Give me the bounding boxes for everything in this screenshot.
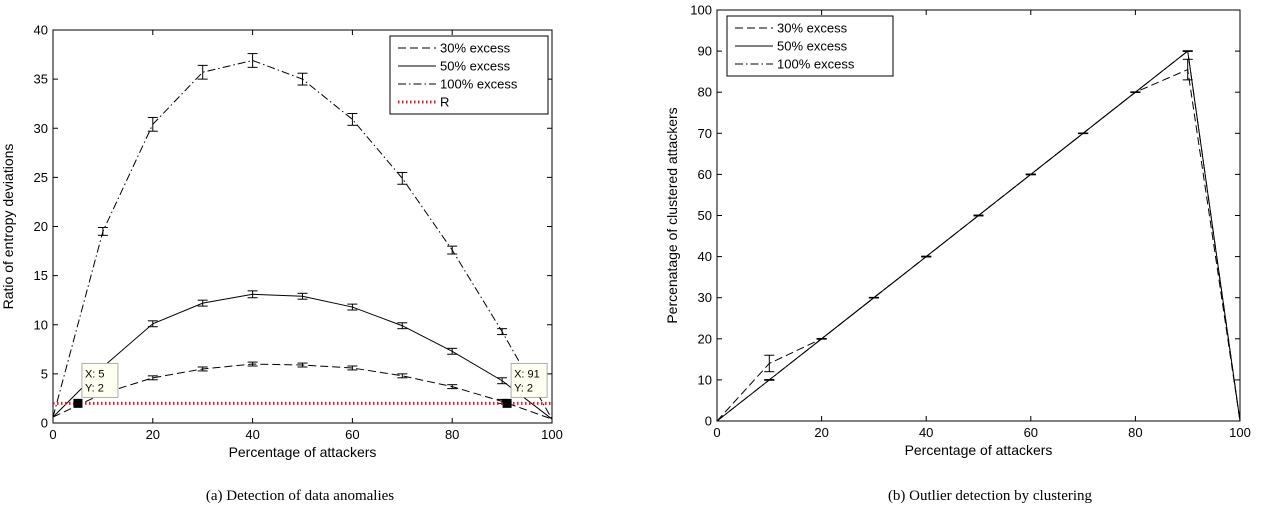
series-line-2 bbox=[52, 293, 553, 420]
series-line-2 bbox=[716, 50, 1241, 422]
y-tick-label: 40 bbox=[34, 23, 48, 38]
y-tick-label: 5 bbox=[41, 366, 48, 381]
legend-label: 50% excess bbox=[777, 39, 848, 54]
x-axis-label: Percentage of attackers bbox=[229, 444, 377, 460]
y-tick-label: 40 bbox=[698, 249, 712, 264]
y-tick-label: 30 bbox=[698, 290, 712, 305]
x-tick-label: 40 bbox=[919, 425, 933, 440]
x-tick-label: 0 bbox=[49, 427, 56, 442]
legend-label: 30% excess bbox=[777, 21, 848, 36]
chart-b: 0 20 40 60 80 100 0 10 20 30 40 50 60 70 80 90 100 Percen… bbox=[664, 3, 1251, 459]
caption-b: (b) Outlier detection by clustering bbox=[887, 488, 1093, 504]
series-line-1 bbox=[52, 363, 553, 420]
datatip-x: X: 91 bbox=[514, 368, 540, 380]
x-tick-label: 100 bbox=[1229, 425, 1251, 440]
y-tick-label: 60 bbox=[698, 167, 712, 182]
y-tick-label: 10 bbox=[34, 317, 48, 332]
y-tick-label: 25 bbox=[34, 170, 48, 185]
datatip-y: Y: 2 bbox=[514, 382, 533, 394]
y-tick-label: 10 bbox=[698, 372, 712, 387]
x-tick-label: 40 bbox=[245, 427, 259, 442]
datatip-marker bbox=[73, 398, 83, 408]
y-tick-label: 30 bbox=[34, 121, 48, 136]
legend-label: 100% excess bbox=[777, 57, 855, 72]
x-tick-label: 60 bbox=[345, 427, 359, 442]
datatip-box bbox=[510, 362, 548, 398]
series-line-1 bbox=[716, 68, 1241, 422]
datatip-marker bbox=[502, 398, 512, 408]
caption-a: (a) Detection of data anomalies bbox=[205, 488, 395, 504]
y-tick-label: 35 bbox=[34, 72, 48, 87]
y-tick-label: 50 bbox=[698, 208, 712, 223]
y-tick-label: 70 bbox=[698, 126, 712, 141]
x-tick-label: 80 bbox=[1128, 425, 1142, 440]
legend-label: R bbox=[440, 95, 449, 110]
x-tick-label: 20 bbox=[146, 427, 160, 442]
y-axis-label: Ratio of entropy deviations bbox=[0, 144, 16, 310]
legend-label: 50% excess bbox=[440, 59, 511, 74]
legend-label: 30% excess bbox=[440, 41, 511, 56]
y-axis-label: Percenatage of clustered attackers bbox=[664, 107, 680, 323]
x-tick-label: 100 bbox=[541, 427, 563, 442]
x-tick-label: 20 bbox=[814, 425, 828, 440]
y-tick-label: 100 bbox=[690, 3, 712, 18]
series-line-3 bbox=[716, 50, 1241, 422]
x-tick-label: 60 bbox=[1024, 425, 1038, 440]
legend-box bbox=[389, 35, 549, 115]
y-tick-label: 0 bbox=[41, 416, 48, 431]
datatip-y: Y: 2 bbox=[85, 382, 104, 394]
datatip-x: X: 5 bbox=[85, 368, 105, 380]
x-axis-label: Percentage of attackers bbox=[905, 442, 1053, 458]
y-tick-label: 15 bbox=[34, 268, 48, 283]
y-tick-label: 80 bbox=[698, 85, 712, 100]
datatip-box bbox=[81, 362, 119, 398]
legend-label: 100% excess bbox=[440, 77, 518, 92]
y-tick-label: 0 bbox=[705, 414, 712, 429]
y-tick-label: 20 bbox=[34, 219, 48, 234]
x-tick-label: 0 bbox=[713, 425, 720, 440]
y-tick-label: 90 bbox=[698, 44, 712, 59]
y-tick-label: 20 bbox=[698, 331, 712, 346]
x-tick-label: 80 bbox=[445, 427, 459, 442]
chart-a: 0 20 40 60 80 100 0 5 10 15 20 25 30 35 40 Percentage o… bbox=[0, 23, 563, 461]
